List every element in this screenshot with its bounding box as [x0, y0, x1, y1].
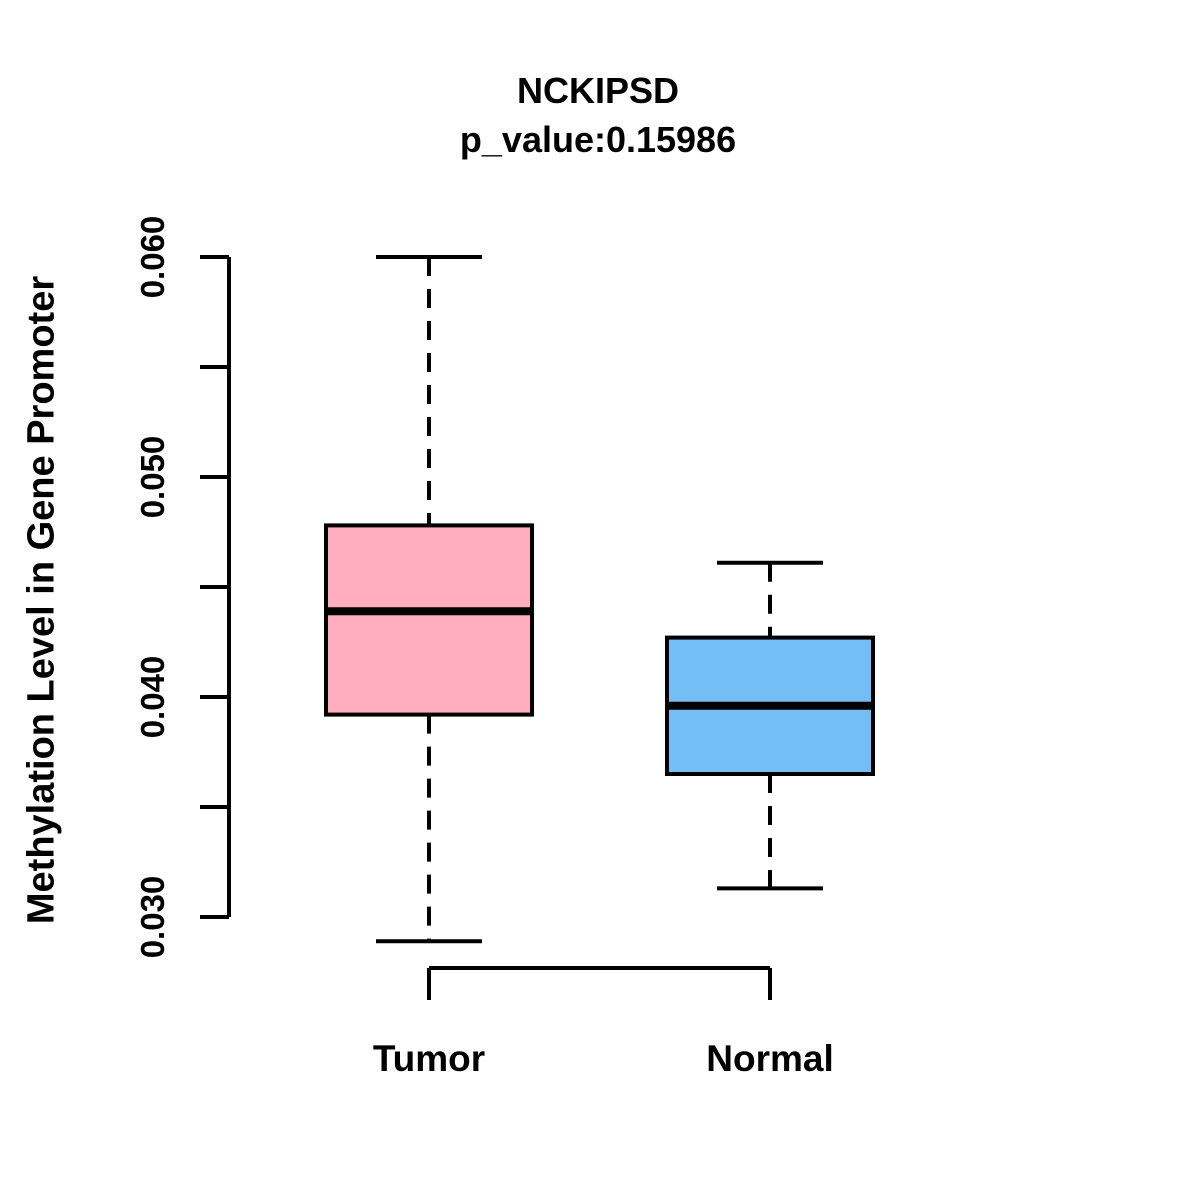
chart-title: NCKIPSD [516, 70, 680, 111]
tumor-box [324, 523, 534, 717]
chart-title-block: NCKIPSD p_value:0.15986 [0, 66, 1196, 164]
y-tick-label: 0.060 [134, 215, 171, 299]
y-tick-label: 0.050 [134, 435, 171, 519]
x-category-label-normal: Normal [706, 1038, 834, 1079]
y-axis-label: Methylation Level in Gene Promoter [20, 275, 63, 925]
y-tick-label: 0.040 [134, 655, 171, 739]
chart-subtitle: p_value:0.15986 [459, 119, 737, 160]
x-category-label-tumor: Tumor [372, 1038, 486, 1079]
y-tick-label: 0.030 [134, 875, 171, 959]
